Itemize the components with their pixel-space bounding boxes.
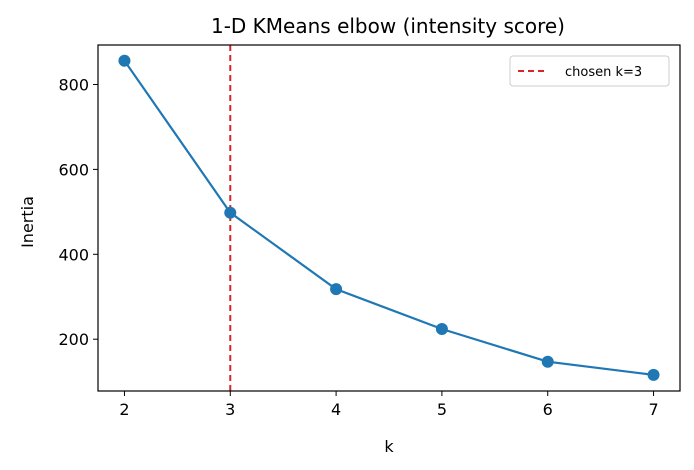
x-tick-label: 4 (331, 400, 341, 419)
y-axis-title: Inertia (18, 196, 37, 248)
y-tick-label: 400 (58, 245, 89, 264)
data-point (541, 355, 554, 368)
x-tick-label: 7 (648, 400, 658, 419)
y-tick-label: 800 (58, 75, 89, 94)
x-tick-label: 3 (225, 400, 235, 419)
y-tick-label: 200 (58, 330, 89, 349)
legend-box (509, 55, 670, 87)
y-axis-ticks: 200 400 600 800 (58, 75, 98, 349)
data-point (118, 54, 131, 67)
x-tick-label: 2 (119, 400, 129, 419)
data-point (435, 323, 448, 336)
data-point (224, 206, 237, 219)
x-axis-title: k (384, 437, 394, 456)
chart-title: 1-D KMeans elbow (intensity score) (211, 14, 565, 38)
x-tick-label: 5 (437, 400, 447, 419)
data-point (330, 283, 343, 296)
legend-label-chosen-k: chosen k=3 (565, 65, 642, 80)
y-tick-label: 600 (58, 160, 89, 179)
x-tick-label: 6 (543, 400, 553, 419)
plot-area-frame (97, 44, 681, 392)
data-point (647, 368, 660, 381)
x-axis-ticks: 2 3 4 5 6 7 (119, 391, 659, 419)
series-inertia (118, 54, 660, 381)
series-line (123, 60, 654, 376)
legend: chosen k=3 (509, 55, 670, 87)
